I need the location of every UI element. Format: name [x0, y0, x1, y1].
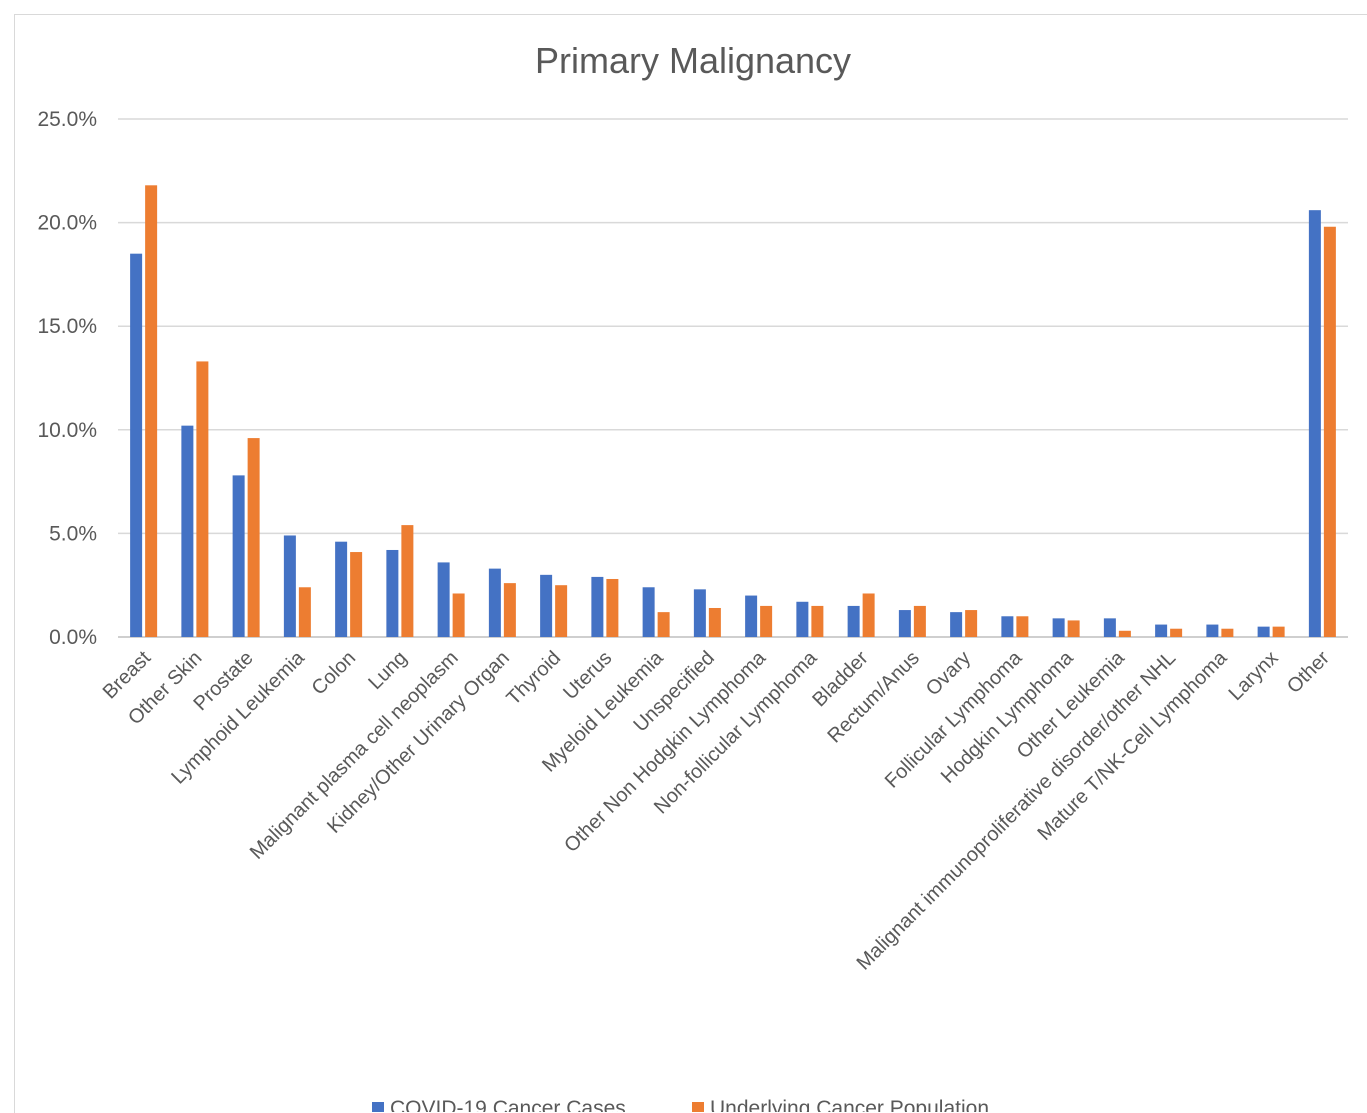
bar-covid-1 — [181, 425, 194, 637]
bar-covid-14 — [847, 605, 860, 637]
y-tick-label: 15.0% — [37, 315, 97, 338]
bar-covid-22 — [1257, 626, 1270, 637]
bar-underlying-8 — [555, 585, 568, 637]
bar-covid-11 — [693, 589, 706, 637]
bar-covid-0 — [130, 253, 143, 637]
legend-swatch — [372, 1102, 384, 1112]
bar-underlying-15 — [913, 605, 926, 637]
bar-underlying-11 — [708, 607, 721, 637]
bar-underlying-0 — [145, 185, 158, 637]
bar-underlying-9 — [606, 578, 619, 637]
bar-underlying-6 — [452, 593, 465, 637]
legend-label: COVID-19 Cancer Cases — [390, 1097, 626, 1112]
bar-underlying-22 — [1272, 626, 1285, 637]
bar-underlying-7 — [503, 583, 516, 637]
x-category-label: Thyroid — [502, 647, 565, 710]
bar-covid-16 — [950, 612, 963, 637]
bar-covid-9 — [591, 576, 604, 637]
bar-covid-23 — [1308, 210, 1321, 637]
x-category-label: Larynx — [1225, 647, 1283, 705]
y-tick-label: 0.0% — [49, 626, 97, 649]
bar-underlying-16 — [965, 610, 978, 637]
bar-covid-13 — [796, 601, 809, 637]
bar-covid-5 — [386, 549, 399, 637]
x-category-label: Colon — [308, 647, 361, 700]
bar-underlying-5 — [401, 525, 414, 637]
bar-covid-4 — [335, 541, 348, 637]
bar-underlying-17 — [1016, 616, 1029, 637]
y-tick-label: 25.0% — [37, 108, 97, 131]
gridlines — [118, 118, 1348, 638]
x-category-label: Lung — [364, 647, 411, 694]
bar-underlying-3 — [298, 587, 311, 637]
legend-item-underlying[interactable]: Underlying Cancer Population — [692, 1097, 989, 1112]
bar-covid-20 — [1155, 624, 1168, 637]
x-category-label: Other — [1283, 647, 1334, 698]
bar-covid-2 — [232, 475, 245, 637]
bar-covid-18 — [1052, 618, 1065, 637]
legend[interactable]: COVID-19 Cancer Cases Underlying Cancer P… — [372, 1097, 989, 1112]
bar-covid-6 — [437, 562, 450, 637]
bar-underlying-10 — [657, 612, 670, 637]
legend-label: Underlying Cancer Population — [710, 1097, 989, 1112]
bar-covid-8 — [540, 574, 553, 637]
y-tick-label: 5.0% — [49, 522, 97, 545]
bar-covid-3 — [283, 535, 296, 637]
bar-underlying-18 — [1067, 620, 1080, 637]
chart-title: Primary Malignancy — [535, 40, 851, 81]
bar-covid-7 — [488, 568, 501, 637]
bar-underlying-21 — [1221, 628, 1234, 637]
bar-covid-12 — [745, 595, 758, 637]
bar-underlying-19 — [1118, 630, 1131, 637]
bar-covid-15 — [898, 610, 911, 637]
y-axis-tick-labels: 0.0% 5.0% 10.0% 15.0% 20.0% 25.0% — [37, 108, 97, 649]
bar-underlying-13 — [811, 605, 824, 637]
y-tick-label: 20.0% — [37, 212, 97, 235]
bar-underlying-12 — [760, 605, 773, 637]
bar-covid-21 — [1206, 624, 1219, 637]
legend-item-covid[interactable]: COVID-19 Cancer Cases — [372, 1097, 626, 1112]
bar-underlying-1 — [196, 361, 209, 637]
bar-underlying-20 — [1170, 628, 1183, 637]
bar-covid-10 — [642, 587, 655, 637]
bar-underlying-14 — [862, 593, 875, 637]
x-category-label: Rectum/Anus — [823, 647, 923, 747]
bar-underlying-2 — [247, 438, 260, 637]
bar-underlying-23 — [1323, 226, 1336, 637]
y-tick-label: 10.0% — [37, 419, 97, 442]
bar-covid-19 — [1103, 618, 1116, 637]
legend-swatch — [692, 1102, 704, 1112]
bar-covid-17 — [1001, 616, 1014, 637]
bar-underlying-4 — [350, 552, 363, 637]
bars — [130, 185, 1336, 637]
